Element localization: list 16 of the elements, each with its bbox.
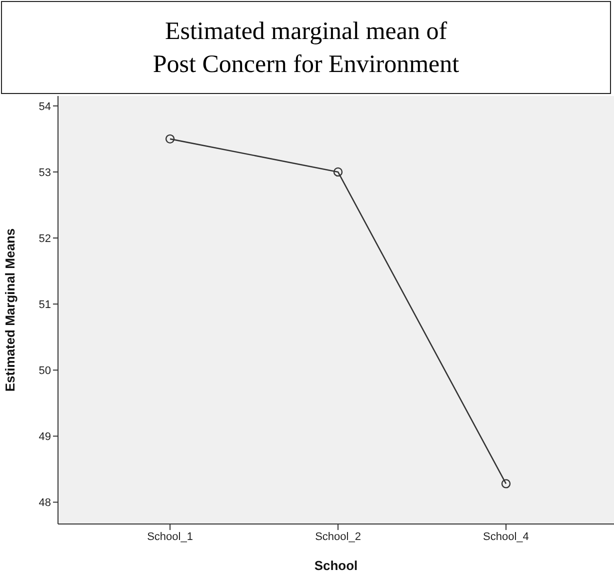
y-tick-label: 53 — [38, 166, 51, 179]
x-tick-label: School_1 — [147, 530, 193, 543]
point — [333, 167, 343, 177]
y-axis-title: Estimated Marginal Means — [2, 228, 18, 392]
point — [165, 134, 175, 144]
y-tick-label: 52 — [38, 232, 51, 245]
chart-title: Estimated marginal mean of Post Concern for Environment — [1, 1, 611, 94]
x-tick-label: School_4 — [483, 530, 529, 543]
y-tick-label: 51 — [38, 298, 51, 311]
x-tick-label: School_2 — [315, 530, 361, 543]
point — [501, 479, 511, 488]
y-tick-label: 50 — [38, 365, 51, 378]
y-tick-label: 54 — [38, 100, 51, 113]
x-axis-title: School — [314, 558, 358, 573]
y-tick-label: 49 — [38, 431, 51, 444]
y-tick-label: 48 — [38, 497, 51, 510]
